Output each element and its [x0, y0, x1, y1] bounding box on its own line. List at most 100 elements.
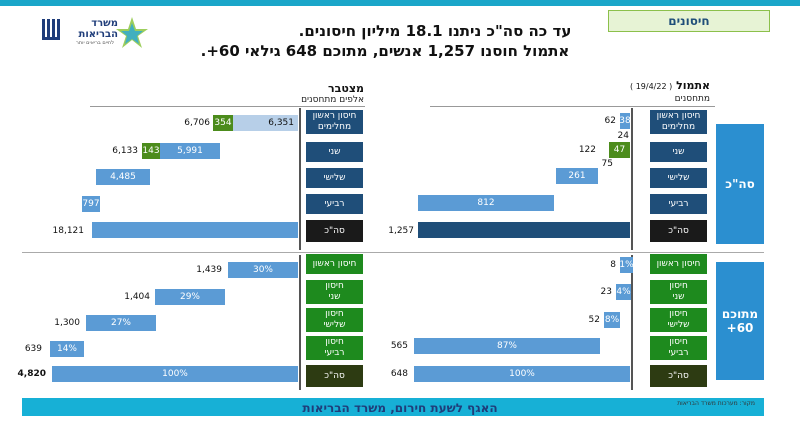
right-axis-top — [631, 108, 633, 250]
left-panel-title: מצטבר — [328, 82, 364, 95]
bar-cumulative-total — [92, 222, 298, 238]
left-panel-subtitle: אלפים מתחסנים — [301, 95, 364, 105]
yesterday-title: אתמול — [676, 79, 710, 92]
bar-cumulative-dose1-recovered: 354 — [213, 115, 233, 131]
value-cumulative-dose1: 6,706 — [184, 118, 210, 128]
value-cumulative-total: 18,121 — [52, 226, 85, 236]
bar-cumulative-dose2: 5,991 — [160, 143, 220, 159]
left-axis-bottom — [299, 255, 301, 390]
over60-line1: מתוכם — [721, 307, 759, 321]
over60-line2: 60+ — [726, 321, 754, 335]
top-accent-bar — [0, 0, 800, 6]
bar-cumulative-over60-dose4: 14% — [50, 341, 84, 357]
cat-label: רביעי — [668, 348, 689, 358]
cat-label: חיסון ראשון — [312, 111, 357, 121]
cat-right-dose1: חיסון ראשון מחלימים — [650, 110, 707, 134]
cat-left-dose1: חיסון ראשון מחלימים — [306, 110, 363, 134]
value-cumulative-over60-dose4: 639 — [24, 344, 42, 354]
cat-left-over60-dose4: חיסון רביעי — [306, 336, 363, 360]
logo-line1: משרד — [91, 18, 118, 29]
cat-right-dose4: רביעי — [650, 194, 707, 214]
cat-right-over60-dose2: חיסון שני — [650, 280, 707, 304]
bar-yesterday-dose2-recovered: 47 — [609, 142, 630, 158]
cat-label: חיסון — [325, 309, 344, 319]
right-header-rule — [430, 106, 715, 107]
cat-label: חיסון ראשון — [656, 111, 701, 121]
bar-cumulative-over60-dose1: 30% — [228, 262, 298, 278]
value-yesterday-over60-dose3: 52 — [588, 315, 600, 325]
left-axis-top — [299, 108, 301, 250]
value-cumulative-over60-total: 4,820 — [17, 369, 46, 379]
footer-source: מקור: מערכות משרד הבריאות — [677, 400, 755, 407]
cat-label: חיסון — [669, 309, 688, 319]
ministry-logo-icon — [42, 17, 148, 48]
cat-right-over60-total: סה"כ — [650, 365, 707, 387]
bar-yesterday-over60-dose2: 4% — [616, 284, 631, 300]
section-tag: חיסונים — [608, 10, 770, 32]
value-yesterday-over60-dose2: 23 — [600, 287, 612, 297]
left-header-rule — [90, 106, 365, 107]
cat-label: מחלימים — [661, 122, 696, 132]
footer-bar — [22, 398, 764, 416]
bar-cumulative-over60-dose3: 27% — [86, 315, 156, 331]
cat-left-over60-total: סה"כ — [306, 365, 363, 387]
cat-left-dose4: רביעי — [306, 194, 363, 214]
cat-label: שלישי — [667, 320, 690, 330]
logo-subtitle: לחיים בריאים יותר — [76, 40, 115, 46]
right-axis-bottom — [631, 255, 633, 390]
yesterday-date: ( 19/4/22 ) — [630, 82, 673, 91]
bar-cumulative-dose1: 6,351 — [216, 115, 298, 131]
cat-right-over60-dose3: חיסון שלישי — [650, 308, 707, 332]
cat-right-over60-dose4: חיסון רביעי — [650, 336, 707, 360]
cat-left-total: סה"כ — [306, 220, 363, 242]
bar-cumulative-dose2-recovered: 143 — [142, 143, 160, 159]
logo-line2: הבריאות — [78, 29, 118, 40]
cat-left-over60-dose1: חיסון ראשון — [306, 254, 363, 274]
value-yesterday-over60-dose4: 565 — [390, 341, 408, 351]
cat-label: חיסון — [325, 337, 344, 347]
bar-cumulative-over60-total: 100% — [52, 366, 298, 382]
bar-yesterday-over60-total: 100% — [414, 366, 630, 382]
value-cumulative-dose2: 6,133 — [112, 146, 138, 156]
bar-yesterday-over60-dose1: 1% — [619, 257, 634, 273]
section-divider — [22, 252, 764, 253]
headline-line1: עד כה סה"כ ניתנו 18.1 מיליון חיסונים. — [298, 22, 572, 40]
bar-yesterday-dose4: 812 — [418, 195, 554, 211]
cat-right-dose2: שני — [650, 142, 707, 162]
cat-label: רביעי — [324, 348, 345, 358]
value-cumulative-over60-dose3: 1,300 — [54, 318, 80, 328]
cat-right-total: סה"כ — [650, 220, 707, 242]
bar-cumulative-over60-dose2: 29% — [155, 289, 225, 305]
value-cumulative-over60-dose1: 1,439 — [196, 265, 222, 275]
cat-label: חיסון — [669, 281, 688, 291]
cat-left-dose3: שלישי — [306, 168, 363, 188]
side-label-over60: מתוכם 60+ — [716, 262, 764, 380]
value-yesterday-over60-total: 648 — [390, 369, 408, 379]
value-yesterday-dose1-extra: 24 — [617, 131, 629, 141]
bar-yesterday-over60-dose4: 87% — [414, 338, 600, 354]
cat-right-dose3: שלישי — [650, 168, 707, 188]
side-label-total: סה"כ — [716, 124, 764, 244]
bar-yesterday-over60-dose3: 8% — [604, 312, 620, 328]
headline-line2: אתמול חוסנו 1,257 אנשים, מתוכם 648 גילאי… — [200, 42, 570, 60]
logo-name: משרד הבריאות — [76, 18, 118, 40]
value-yesterday-over60-dose1: 8 — [610, 260, 616, 270]
cat-label: שני — [672, 292, 685, 302]
cat-right-over60-dose1: חיסון ראשון — [650, 254, 707, 274]
right-panel-subtitle: מתחסנים — [674, 94, 710, 104]
cat-left-over60-dose3: חיסון שלישי — [306, 308, 363, 332]
value-yesterday-dose1: 62 — [604, 116, 616, 126]
value-cumulative-over60-dose2: 1,404 — [124, 292, 150, 302]
right-panel-title: אתמול ( 19/4/22 ) — [580, 79, 710, 92]
cat-label: מחלימים — [317, 122, 352, 132]
cat-left-over60-dose2: חיסון שני — [306, 280, 363, 304]
bar-yesterday-dose3: 261 — [556, 168, 598, 184]
bar-yesterday-dose1-recovered: 38 — [619, 113, 631, 129]
bar-yesterday-total — [418, 222, 630, 238]
cat-label: חיסון — [325, 281, 344, 291]
value-yesterday-dose2-extra: 75 — [601, 159, 613, 169]
value-yesterday-total: 1,257 — [388, 226, 414, 236]
cat-label: שלישי — [323, 320, 346, 330]
cat-label: שני — [328, 292, 341, 302]
bar-cumulative-dose4: 797 — [82, 196, 100, 212]
